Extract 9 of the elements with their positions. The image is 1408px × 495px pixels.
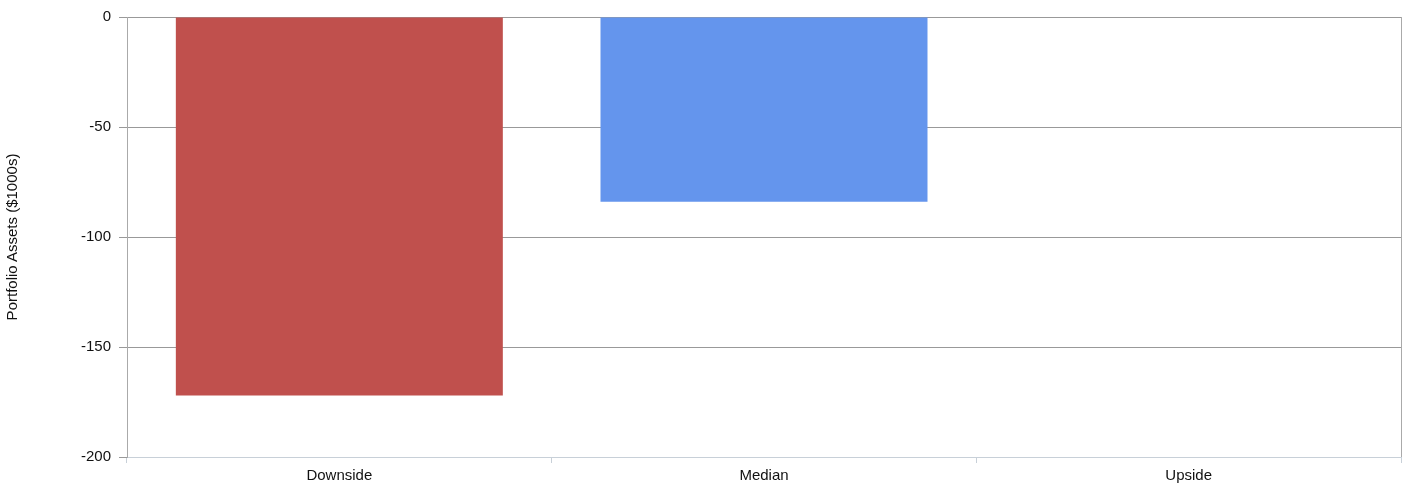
y-tick-label: -150 [80,337,111,355]
y-tick-label: 0 [102,7,111,25]
y-tick-label: -200 [80,447,111,465]
x-tick-label: Downside [306,466,373,484]
y-tick-label: -100 [80,227,111,245]
y-axis-title: Portfolio Assets ($1000s) [3,153,21,321]
y-tick-label: -50 [89,117,111,135]
x-tick-label: Median [739,466,789,484]
x-tick-label: Upside [1165,466,1213,484]
